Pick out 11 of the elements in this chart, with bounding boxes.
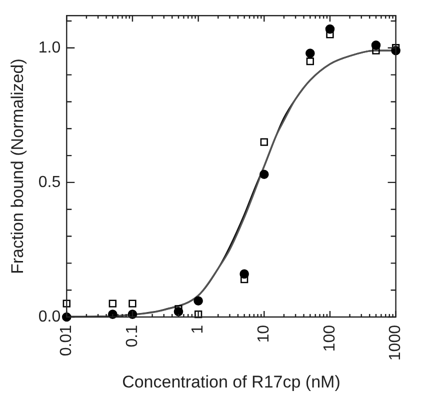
x-axis-title: Concentration of R17cp (nM): [122, 372, 340, 392]
y-tick-label: 0.5: [38, 174, 61, 191]
y-tick-label: 1.0: [38, 39, 61, 56]
y-tick-label: 0.0: [38, 308, 61, 326]
x-tick-label: 1000: [387, 324, 404, 361]
y-axis-title: Fraction bound (Normalized): [8, 58, 27, 274]
x-tick-label: 0.1: [124, 324, 141, 348]
x-tick-label: 10: [256, 324, 273, 343]
x-tick-label: 1: [190, 324, 207, 334]
x-tick-label: 100: [321, 324, 338, 352]
x-tick-label: 0.01: [58, 324, 76, 356]
